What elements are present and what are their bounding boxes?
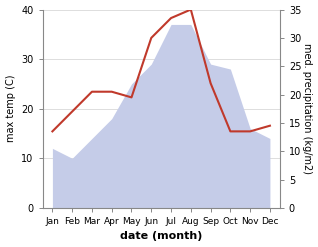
- Y-axis label: med. precipitation (kg/m2): med. precipitation (kg/m2): [302, 43, 313, 174]
- X-axis label: date (month): date (month): [120, 231, 202, 242]
- Y-axis label: max temp (C): max temp (C): [5, 75, 16, 143]
